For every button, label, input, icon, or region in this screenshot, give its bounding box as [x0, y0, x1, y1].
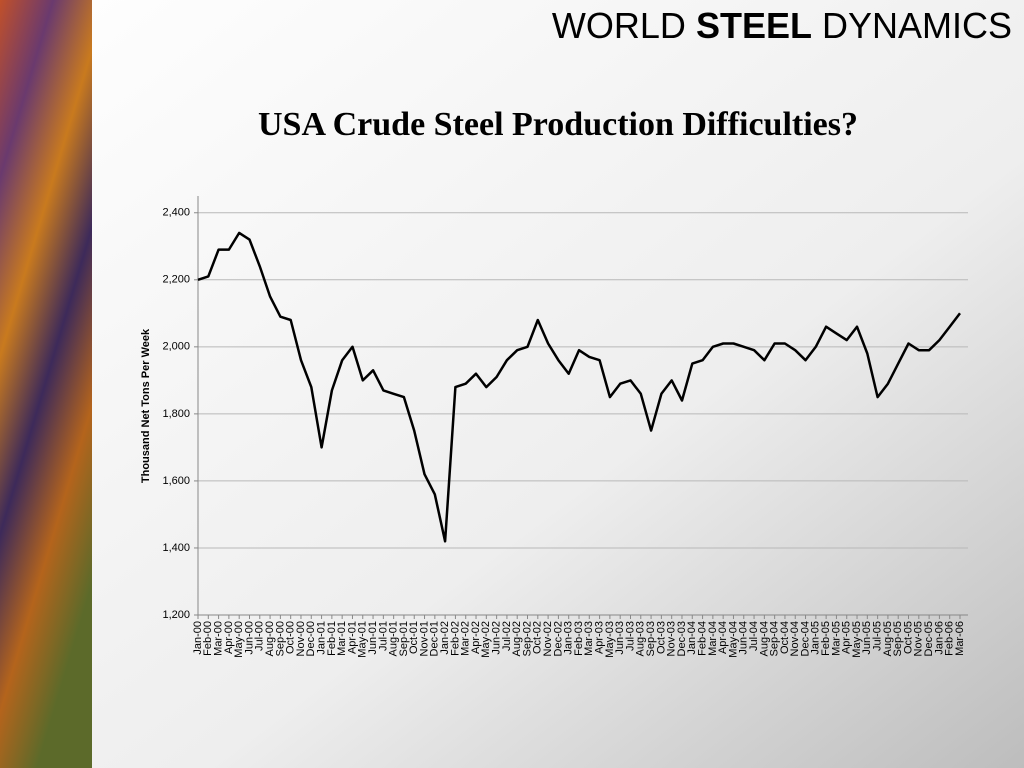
x-tick-label: Jul-00 — [254, 621, 266, 651]
x-tick-label: Oct-05 — [902, 621, 914, 654]
x-tick-label: Sep-01 — [398, 621, 410, 656]
x-tick-label: Feb-06 — [944, 621, 956, 656]
x-tick-label: May-00 — [233, 621, 245, 658]
brand-left: WORLD — [552, 5, 686, 46]
x-tick-label: Sep-02 — [521, 621, 533, 656]
x-tick-label: Nov-02 — [542, 621, 554, 656]
y-tick-label: 1,400 — [162, 542, 190, 554]
x-tick-label: Oct-01 — [408, 621, 420, 654]
x-tick-label: Aug-01 — [388, 621, 400, 656]
x-tick-label: Apr-03 — [594, 621, 606, 654]
x-tick-label: Sep-04 — [769, 621, 781, 656]
x-tick-label: Apr-02 — [470, 621, 482, 654]
x-tick-label: Nov-04 — [789, 621, 801, 656]
x-tick-label: Aug-05 — [882, 621, 894, 656]
x-tick-label: Aug-03 — [635, 621, 647, 656]
y-axis-label: Thousand Net Tons Per Week — [140, 328, 152, 483]
x-tick-label: May-05 — [851, 621, 863, 658]
decorative-strip — [0, 0, 92, 768]
x-tick-label: Feb-04 — [696, 621, 708, 656]
y-tick-label: 1,800 — [162, 408, 190, 420]
x-tick-label: Jun-03 — [614, 621, 626, 655]
x-tick-label: Dec-01 — [429, 621, 441, 656]
x-tick-label: Nov-05 — [913, 621, 925, 656]
x-tick-label: Mar-05 — [830, 621, 842, 656]
x-tick-label: Mar-03 — [583, 621, 595, 656]
x-tick-label: Feb-02 — [449, 621, 461, 656]
data-line — [197, 231, 961, 543]
x-tick-label: Mar-06 — [954, 621, 966, 656]
x-tick-label: Feb-03 — [573, 621, 585, 656]
x-tick-label: Jul-01 — [377, 621, 389, 651]
x-tick-label: May-03 — [604, 621, 616, 658]
x-tick-label: Mar-01 — [336, 621, 348, 656]
x-tick-label: Jun-00 — [243, 621, 255, 655]
y-tick-label: 2,000 — [162, 341, 190, 353]
x-tick-label: Jan-02 — [439, 621, 451, 655]
x-tick-label: Dec-04 — [799, 621, 811, 656]
x-tick-label: Jun-04 — [738, 621, 750, 655]
x-tick-label: Apr-00 — [223, 621, 235, 654]
x-tick-label: Apr-01 — [346, 621, 358, 654]
x-tick-label: Sep-00 — [274, 621, 286, 656]
x-tick-label: Sep-03 — [645, 621, 657, 656]
x-tick-label: Jan-04 — [686, 621, 698, 655]
y-tick-label: 2,200 — [162, 274, 190, 286]
x-tick-label: Dec-00 — [305, 621, 317, 656]
x-tick-label: Nov-03 — [666, 621, 678, 656]
y-tick-label: 2,400 — [162, 207, 190, 219]
x-tick-label: Jan-00 — [192, 621, 204, 655]
x-tick-label: Oct-04 — [779, 621, 791, 654]
x-tick-label: May-01 — [357, 621, 369, 658]
x-tick-label: Aug-00 — [264, 621, 276, 656]
x-tick-label: Jan-01 — [315, 621, 327, 655]
x-tick-label: Jul-03 — [624, 621, 636, 651]
x-tick-label: Jul-05 — [872, 621, 884, 651]
x-tick-label: May-04 — [727, 621, 739, 658]
x-tick-label: Jul-02 — [501, 621, 513, 651]
x-tick-label: Oct-03 — [655, 621, 667, 654]
x-tick-label: Jan-06 — [933, 621, 945, 655]
x-tick-label: Feb-00 — [202, 621, 214, 656]
x-tick-label: Mar-00 — [213, 621, 225, 656]
x-tick-label: Dec-03 — [676, 621, 688, 656]
x-tick-label: Aug-02 — [511, 621, 523, 656]
x-tick-label: Mar-04 — [707, 621, 719, 656]
brand-right: DYNAMICS — [822, 5, 1012, 46]
x-tick-label: Sep-05 — [892, 621, 904, 656]
x-tick-label: Dec-02 — [552, 621, 564, 656]
x-tick-label: Feb-01 — [326, 621, 338, 656]
x-tick-label: Mar-02 — [460, 621, 472, 656]
x-tick-label: Feb-05 — [820, 621, 832, 656]
x-tick-label: Nov-00 — [295, 621, 307, 656]
x-tick-label: May-02 — [480, 621, 492, 658]
x-tick-label: Jun-05 — [861, 621, 873, 655]
x-tick-label: Jun-01 — [367, 621, 379, 655]
x-tick-label: Apr-04 — [717, 621, 729, 654]
brand-bold: STEEL — [696, 5, 812, 46]
x-tick-label: Jun-02 — [491, 621, 503, 655]
y-tick-label: 1,200 — [162, 609, 190, 621]
x-tick-label: Jul-04 — [748, 621, 760, 651]
x-tick-label: Dec-05 — [923, 621, 935, 656]
chart-title: USA Crude Steel Production Difficulties? — [258, 106, 858, 143]
x-tick-label: Jan-03 — [563, 621, 575, 655]
x-tick-label: Jan-05 — [810, 621, 822, 655]
x-tick-label: Nov-01 — [418, 621, 430, 656]
y-tick-label: 1,600 — [162, 475, 190, 487]
x-tick-label: Aug-04 — [758, 621, 770, 656]
x-tick-label: Apr-05 — [841, 621, 853, 654]
x-tick-label: Oct-02 — [532, 621, 544, 654]
brand: WORLD STEEL DYNAMICS — [552, 5, 1012, 46]
x-tick-label: Oct-00 — [285, 621, 297, 654]
